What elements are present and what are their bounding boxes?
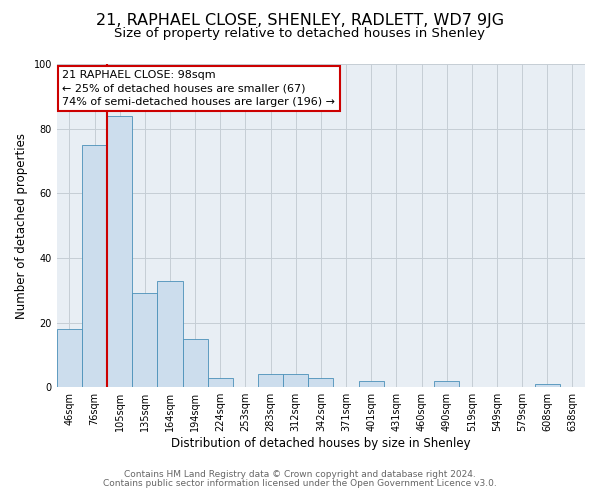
Bar — [434, 380, 459, 387]
Bar — [157, 280, 182, 387]
Bar — [208, 378, 233, 387]
X-axis label: Distribution of detached houses by size in Shenley: Distribution of detached houses by size … — [171, 437, 471, 450]
Y-axis label: Number of detached properties: Number of detached properties — [15, 132, 28, 318]
Text: Contains public sector information licensed under the Open Government Licence v3: Contains public sector information licen… — [103, 478, 497, 488]
Bar — [258, 374, 283, 387]
Bar — [283, 374, 308, 387]
Text: Contains HM Land Registry data © Crown copyright and database right 2024.: Contains HM Land Registry data © Crown c… — [124, 470, 476, 479]
Bar — [182, 338, 208, 387]
Bar — [82, 145, 107, 387]
Bar — [308, 378, 334, 387]
Bar — [535, 384, 560, 387]
Bar — [359, 380, 384, 387]
Bar — [107, 116, 132, 387]
Text: 21 RAPHAEL CLOSE: 98sqm
← 25% of detached houses are smaller (67)
74% of semi-de: 21 RAPHAEL CLOSE: 98sqm ← 25% of detache… — [62, 70, 335, 107]
Bar — [57, 329, 82, 387]
Text: 21, RAPHAEL CLOSE, SHENLEY, RADLETT, WD7 9JG: 21, RAPHAEL CLOSE, SHENLEY, RADLETT, WD7… — [96, 12, 504, 28]
Text: Size of property relative to detached houses in Shenley: Size of property relative to detached ho… — [115, 28, 485, 40]
Bar — [132, 294, 157, 387]
